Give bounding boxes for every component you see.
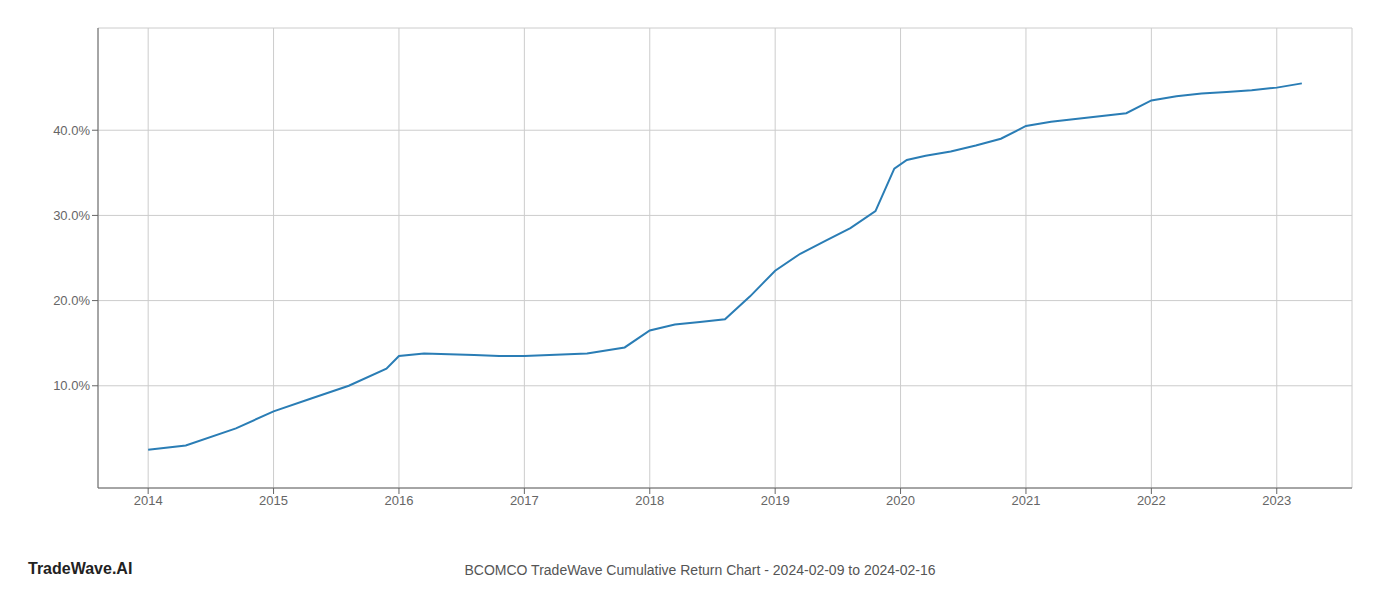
html-text:TradeWave.AI: TradeWave.AI bbox=[28, 560, 133, 577]
svg-text:40.0%: 40.0% bbox=[53, 123, 90, 138]
svg-text:2018: 2018 bbox=[635, 493, 664, 508]
svg-text:2014: 2014 bbox=[134, 493, 163, 508]
svg-text:2022: 2022 bbox=[1137, 493, 1166, 508]
svg-text:2019: 2019 bbox=[761, 493, 790, 508]
svg-text:2021: 2021 bbox=[1011, 493, 1040, 508]
svg-text:20.0%: 20.0% bbox=[53, 293, 90, 308]
svg-text:2015: 2015 bbox=[259, 493, 288, 508]
svg-text:2020: 2020 bbox=[886, 493, 915, 508]
svg-text:30.0%: 30.0% bbox=[53, 208, 90, 223]
svg-text:2017: 2017 bbox=[510, 493, 539, 508]
svg-text:2016: 2016 bbox=[384, 493, 413, 508]
svg-text:10.0%: 10.0% bbox=[53, 378, 90, 393]
html-text:BCOMCO TradeWave Cumulative Re: BCOMCO TradeWave Cumulative Return Chart… bbox=[464, 562, 936, 578]
svg-text:2023: 2023 bbox=[1262, 493, 1291, 508]
